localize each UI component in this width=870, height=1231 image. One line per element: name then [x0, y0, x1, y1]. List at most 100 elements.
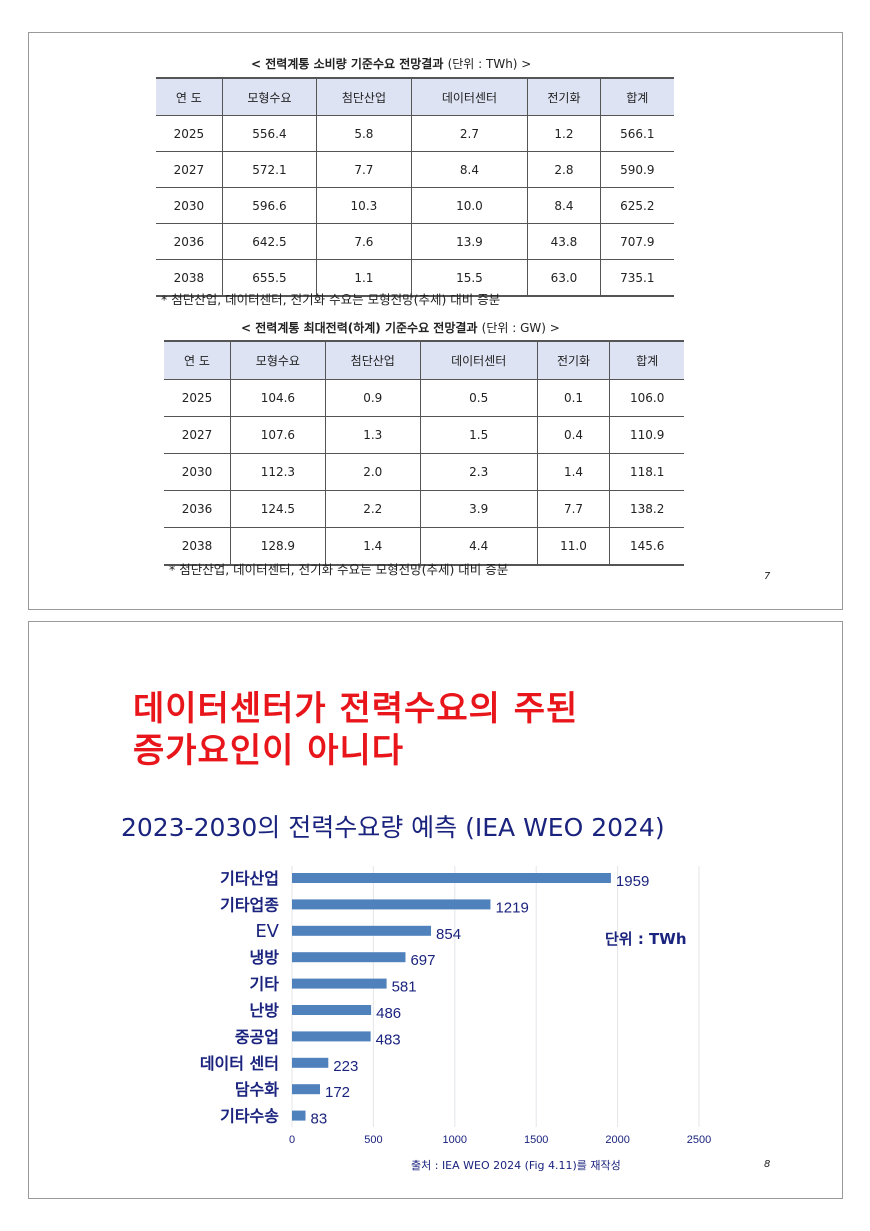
table-cell: 15.5 — [410, 259, 528, 297]
header-row: 연 도 모형수요 첨단산업 데이터센터 전기화 합계 — [164, 340, 684, 380]
category-label: 데이터 센터 — [200, 1054, 279, 1073]
table-cell: 1.2 — [527, 115, 601, 152]
column-header: 합계 — [609, 340, 684, 380]
x-tick-label: 2000 — [605, 1134, 629, 1146]
table-cell: 43.8 — [527, 223, 601, 260]
table-cell: 707.9 — [599, 223, 674, 260]
bar — [292, 925, 432, 936]
headline: 데이터센터가 전력수요의 주된 증가요인이 아니다 — [133, 688, 578, 772]
table-cell: 2025 — [156, 115, 223, 152]
data-label: 581 — [392, 979, 417, 996]
data-label: 697 — [410, 952, 435, 969]
table-row: 2036 642.5 7.6 13.9 43.8 707.9 — [156, 223, 674, 260]
table-cell: 642.5 — [221, 223, 317, 260]
table-cell: 8.4 — [527, 187, 601, 224]
headline-line2: 증가요인이 아니다 — [133, 731, 405, 771]
table-cell: 2025 — [164, 379, 231, 417]
table-cell: 625.2 — [599, 187, 674, 224]
unit-label: 단위 : TWh — [605, 930, 687, 948]
table-cell: 2038 — [164, 527, 231, 566]
chart-title: 2023-2030의 전력수요량 예측 (IEA WEO 2024) — [121, 813, 665, 842]
table-cell: 2.0 — [324, 453, 421, 491]
table-cell: 2038 — [156, 259, 223, 297]
table-cell: 104.6 — [229, 379, 326, 417]
table-cell: 128.9 — [229, 527, 326, 566]
headline-line1: 데이터센터가 전력수요의 주된 — [133, 689, 579, 729]
x-tick-label: 1000 — [443, 1134, 467, 1146]
bar — [292, 1057, 329, 1068]
data-label: 483 — [376, 1031, 401, 1048]
category-label: 기타수송 — [220, 1107, 279, 1126]
table-cell: 7.6 — [316, 223, 412, 260]
table-cell: 2.7 — [410, 115, 528, 152]
table2-note: * 첨단산업, 데이터센터, 전기화 수요는 모형전망(추세) 대비 증분 — [169, 562, 509, 577]
x-tick-label: 500 — [364, 1134, 382, 1146]
header-row: 연 도 모형수요 첨단산업 데이터센터 전기화 합계 — [156, 77, 674, 116]
peak-demand-table: 연 도 모형수요 첨단산업 데이터센터 전기화 합계 2025 104.6 0.9 0.5 0.1 1… — [164, 340, 684, 566]
table-cell: 10.3 — [316, 187, 412, 224]
table-cell: 0.1 — [536, 379, 610, 417]
table-cell: 2036 — [164, 490, 231, 528]
bar — [292, 952, 406, 963]
page-number: 7 — [764, 571, 771, 582]
bar-chart: 0 500 1000 1500 2000 2500 기타산업 1959 기타업종 1219 EV 85… — [200, 866, 711, 1172]
x-tick-label: 0 — [289, 1134, 295, 1146]
table-row: 2030 112.3 2.0 2.3 1.4 118.1 — [164, 453, 684, 491]
table-cell: 7.7 — [536, 490, 610, 528]
column-header: 모형수요 — [221, 77, 317, 116]
column-header: 첨단산업 — [324, 340, 421, 380]
column-header: 합계 — [599, 77, 674, 116]
column-header: 전기화 — [536, 340, 610, 380]
table-cell: 13.9 — [410, 223, 528, 260]
page-number: 8 — [764, 1159, 771, 1170]
table-cell: 10.0 — [410, 187, 528, 224]
data-label: 223 — [333, 1058, 358, 1075]
table1-note: * 첨단산업, 데이터센터, 전기화 수요는 모형전망(추세) 대비 증분 — [161, 292, 501, 307]
table2-unit: (단위 : GW) > — [481, 321, 560, 335]
category-label: EV — [255, 921, 279, 942]
table-cell: 112.3 — [229, 453, 326, 491]
table-cell: 63.0 — [527, 259, 601, 297]
bar — [292, 1031, 371, 1042]
bar — [292, 1110, 306, 1121]
table-cell: 107.6 — [229, 416, 326, 454]
table-cell: 4.4 — [419, 527, 538, 566]
category-label: 기타업종 — [220, 895, 279, 914]
column-header: 첨단산업 — [316, 77, 412, 116]
table-row: 2036 124.5 2.2 3.9 7.7 138.2 — [164, 490, 684, 528]
table-cell: 1.4 — [536, 453, 610, 491]
slide-8: 0 500 1000 1500 2000 2500 기타산업 1959 기타업종 1219 EV 85… — [28, 621, 843, 1199]
table-cell: 138.2 — [609, 490, 684, 528]
table-row: 2027 107.6 1.3 1.5 0.4 110.9 — [164, 416, 684, 454]
column-header: 모형수요 — [229, 340, 326, 380]
column-header: 전기화 — [527, 77, 601, 116]
x-tick-label: 1500 — [524, 1134, 548, 1146]
table-cell: 566.1 — [599, 115, 674, 152]
category-label: 담수화 — [235, 1080, 279, 1099]
table-row: 2030 596.6 10.3 10.0 8.4 625.2 — [156, 187, 674, 224]
table-cell: 1.4 — [324, 527, 421, 566]
table-cell: 2.2 — [324, 490, 421, 528]
data-label: 1959 — [616, 873, 649, 890]
source-note: 출처 : IEA WEO 2024 (Fig 4.11)를 재작성 — [411, 1159, 621, 1172]
bar — [292, 978, 387, 989]
table-cell: 2036 — [156, 223, 223, 260]
table1-unit: (단위 : TWh) > — [447, 57, 532, 71]
category-label: 중공업 — [235, 1027, 279, 1046]
table-cell: 1.1 — [316, 259, 412, 297]
table-cell: 118.1 — [609, 453, 684, 491]
table-row: 2025 556.4 5.8 2.7 1.2 566.1 — [156, 115, 674, 152]
table-cell: 2030 — [164, 453, 231, 491]
table-cell: 735.1 — [599, 259, 674, 297]
table2-title: < 전력계통 최대전력(하계) 기준수요 전망결과 (단위 : GW) > — [241, 319, 560, 336]
table-cell: 0.4 — [536, 416, 610, 454]
category-label: 난방 — [250, 1001, 280, 1020]
consumption-table: 연 도 모형수요 첨단산업 데이터센터 전기화 합계 2025 556.4 5.8 2.7 1.2 5… — [156, 77, 674, 297]
table-cell: 2030 — [156, 187, 223, 224]
bar — [292, 899, 491, 910]
table-cell: 2027 — [164, 416, 231, 454]
table-cell: 0.5 — [419, 379, 538, 417]
table-cell: 1.3 — [324, 416, 421, 454]
data-label: 83 — [311, 1111, 328, 1128]
table-cell: 3.9 — [419, 490, 538, 528]
